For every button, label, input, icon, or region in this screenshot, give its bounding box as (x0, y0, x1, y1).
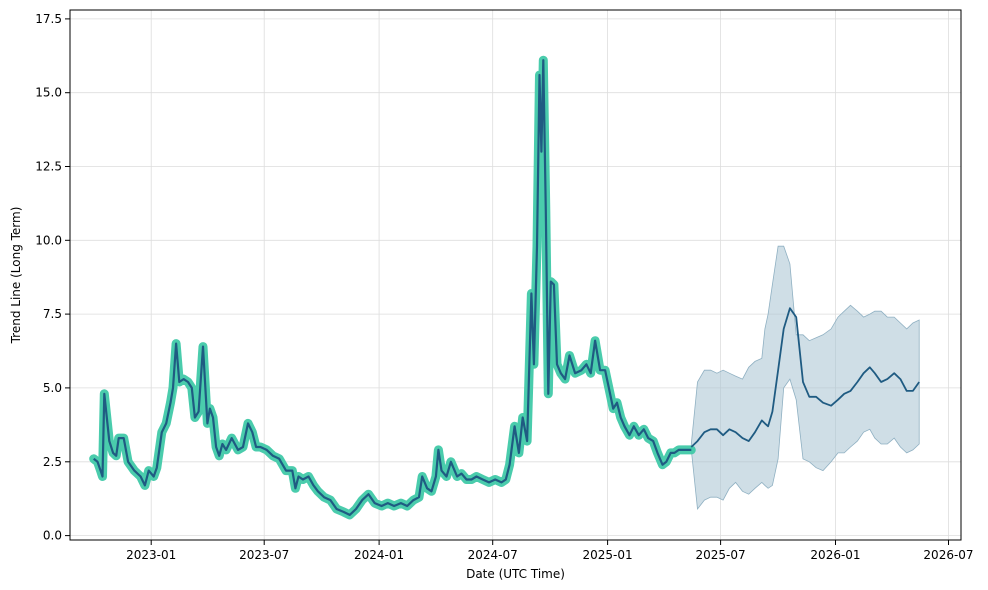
y-tick-label: 5.0 (43, 381, 62, 395)
history-line (93, 59, 692, 517)
y-tick-label: 15.0 (35, 86, 62, 100)
y-tick-label: 2.5 (43, 455, 62, 469)
x-tick-label: 2026-07 (923, 548, 973, 562)
y-tick-label: 10.0 (35, 233, 62, 247)
y-tick-label: 17.5 (35, 12, 62, 26)
x-axis-label: Date (UTC Time) (466, 567, 565, 581)
x-tick-label: 2025-07 (696, 548, 746, 562)
plot-frame (69, 9, 962, 541)
x-tick-label: 2023-01 (126, 548, 176, 562)
x-tick-label: 2025-01 (583, 548, 633, 562)
x-tick-label: 2024-07 (468, 548, 518, 562)
x-tick-label: 2023-07 (239, 548, 289, 562)
confidence-bands (690, 245, 920, 511)
y-tick-label: 12.5 (35, 160, 62, 174)
x-tick-label: 2026-01 (810, 548, 860, 562)
y-tick-label: 7.5 (43, 307, 62, 321)
y-axis-label: Trend Line (Long Term) (9, 207, 23, 345)
x-axis-ticks: 2023-01 2023-07 2024-01 2024-07 2025-01 2025-… (126, 540, 974, 562)
forecast-line (690, 307, 920, 448)
y-tick-label: 0.0 (43, 529, 62, 543)
x-tick-label: 2024-01 (354, 548, 404, 562)
trend-lines (89, 55, 920, 520)
y-axis-ticks: 0.0 2.5 5.0 7.5 10.0 12.5 15.0 17.5 (35, 12, 70, 543)
forecast-confidence-band (690, 245, 920, 511)
